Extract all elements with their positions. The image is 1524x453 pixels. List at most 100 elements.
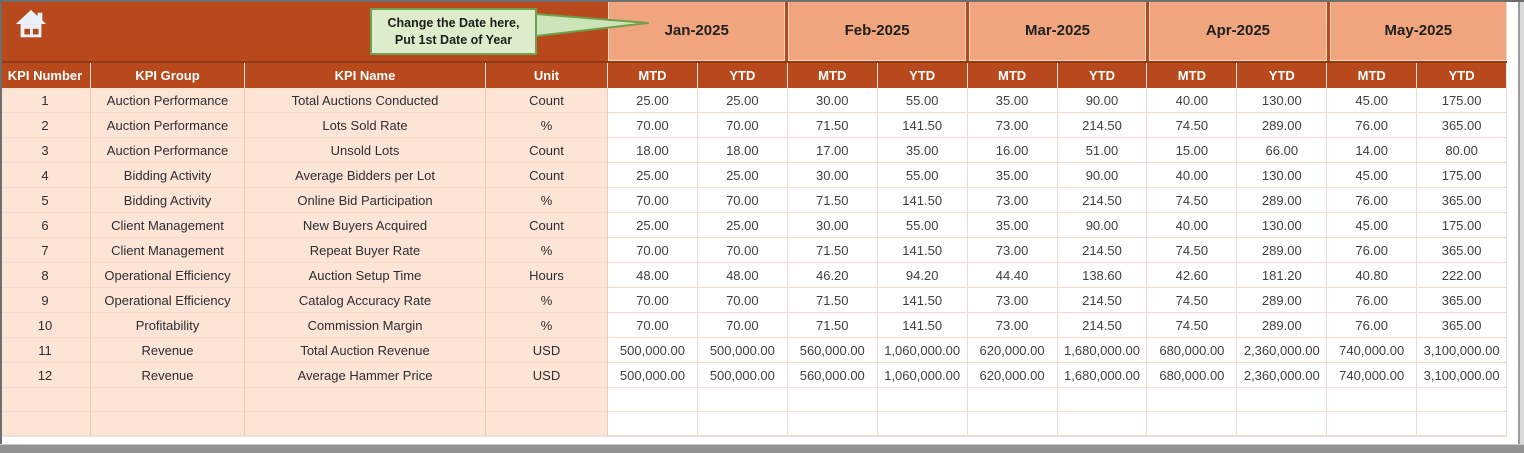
col-header-kpi-name[interactable]: KPI Name [245, 63, 486, 88]
cell-kpi-name[interactable]: Commission Margin [245, 313, 486, 338]
col-header-kpi-number[interactable]: KPI Number [0, 63, 91, 88]
cell-value[interactable]: 1,680,000.00 [1057, 363, 1148, 388]
cell-value[interactable]: 76.00 [1327, 288, 1418, 313]
cell-value[interactable]: 74.50 [1147, 288, 1238, 313]
cell-value[interactable]: 175.00 [1417, 88, 1508, 113]
cell-kpi-group[interactable]: Auction Performance [91, 138, 245, 163]
cell-value[interactable]: 2,360,000.00 [1237, 338, 1328, 363]
cell-unit[interactable]: Count [486, 213, 608, 238]
empty-value-cell[interactable] [1057, 412, 1148, 436]
subheader-ytd-feb-2025[interactable]: YTD [878, 63, 968, 88]
cell-value[interactable]: 130.00 [1237, 163, 1328, 188]
cell-value[interactable]: 94.20 [877, 263, 968, 288]
cell-unit[interactable]: % [486, 288, 608, 313]
cell-value[interactable]: 44.40 [967, 263, 1058, 288]
cell-kpi-group[interactable]: Revenue [91, 363, 245, 388]
cell-kpi-group[interactable]: Auction Performance [91, 88, 245, 113]
cell-value[interactable]: 76.00 [1327, 113, 1418, 138]
empty-value-cell[interactable] [697, 388, 788, 412]
cell-value[interactable]: 680,000.00 [1147, 338, 1238, 363]
cell-value[interactable]: 365.00 [1417, 313, 1508, 338]
cell-value[interactable]: 35.00 [967, 213, 1058, 238]
cell-value[interactable]: 55.00 [877, 213, 968, 238]
cell-value[interactable]: 3,100,000.00 [1417, 338, 1508, 363]
subheader-ytd-may-2025[interactable]: YTD [1417, 63, 1508, 88]
cell-value[interactable]: 45.00 [1327, 163, 1418, 188]
cell-value[interactable]: 365.00 [1417, 238, 1508, 263]
cell-kpi-name[interactable]: Average Bidders per Lot [245, 163, 486, 188]
cell-value[interactable]: 45.00 [1327, 213, 1418, 238]
empty-value-cell[interactable] [877, 388, 968, 412]
cell-value[interactable]: 18.00 [608, 138, 698, 163]
cell-value[interactable]: 500,000.00 [608, 363, 698, 388]
cell-value[interactable]: 25.00 [697, 163, 788, 188]
cell-kpi-number[interactable]: 5 [0, 188, 91, 213]
cell-unit[interactable]: % [486, 238, 608, 263]
cell-value[interactable]: 40.00 [1147, 213, 1238, 238]
cell-kpi-number[interactable]: 2 [0, 113, 91, 138]
cell-value[interactable]: 138.60 [1057, 263, 1148, 288]
empty-value-cell[interactable] [967, 412, 1058, 436]
cell-kpi-group[interactable]: Client Management [91, 238, 245, 263]
month-header-jan-2025[interactable]: Jan-2025 [608, 0, 786, 61]
month-header-apr-2025[interactable]: Apr-2025 [1149, 0, 1327, 61]
cell-unit[interactable]: Count [486, 163, 608, 188]
subheader-mtd-mar-2025[interactable]: MTD [968, 63, 1058, 88]
cell-value[interactable]: 1,680,000.00 [1057, 338, 1148, 363]
cell-kpi-number[interactable]: 7 [0, 238, 91, 263]
cell-kpi-number[interactable]: 9 [0, 288, 91, 313]
cell-value[interactable]: 73.00 [967, 188, 1058, 213]
cell-value[interactable]: 51.00 [1057, 138, 1148, 163]
cell-value[interactable]: 141.50 [877, 238, 968, 263]
cell-value[interactable]: 55.00 [877, 163, 968, 188]
cell-value[interactable]: 73.00 [967, 313, 1058, 338]
cell-kpi-name[interactable]: Total Auction Revenue [245, 338, 486, 363]
empty-value-cell[interactable] [1147, 412, 1238, 436]
cell-kpi-name[interactable]: Auction Setup Time [245, 263, 486, 288]
cell-value[interactable]: 90.00 [1057, 88, 1148, 113]
cell-kpi-group[interactable]: Operational Efficiency [91, 288, 245, 313]
subheader-mtd-may-2025[interactable]: MTD [1327, 63, 1418, 88]
empty-value-cell[interactable] [1237, 412, 1328, 436]
horizontal-scrollbar[interactable] [0, 444, 1524, 453]
cell-value[interactable]: 73.00 [967, 113, 1058, 138]
cell-value[interactable]: 214.50 [1057, 238, 1148, 263]
cell-value[interactable]: 48.00 [697, 263, 788, 288]
cell-kpi-name[interactable]: Lots Sold Rate [245, 113, 486, 138]
cell-value[interactable]: 18.00 [697, 138, 788, 163]
cell-value[interactable]: 289.00 [1237, 288, 1328, 313]
cell-kpi-name[interactable]: Repeat Buyer Rate [245, 238, 486, 263]
cell-value[interactable]: 70.00 [608, 113, 698, 138]
empty-value-cell[interactable] [1327, 412, 1418, 436]
cell-value[interactable]: 76.00 [1327, 313, 1418, 338]
cell-value[interactable]: 70.00 [608, 238, 698, 263]
cell-value[interactable]: 130.00 [1237, 213, 1328, 238]
cell-value[interactable]: 214.50 [1057, 188, 1148, 213]
cell-value[interactable]: 70.00 [697, 113, 788, 138]
cell-kpi-group[interactable]: Bidding Activity [91, 188, 245, 213]
cell-value[interactable]: 70.00 [697, 238, 788, 263]
cell-value[interactable]: 500,000.00 [697, 338, 788, 363]
cell-value[interactable]: 55.00 [877, 88, 968, 113]
cell-value[interactable]: 289.00 [1237, 113, 1328, 138]
cell-unit[interactable]: % [486, 113, 608, 138]
cell-value[interactable]: 130.00 [1237, 88, 1328, 113]
cell-value[interactable]: 40.00 [1147, 88, 1238, 113]
cell-value[interactable]: 70.00 [608, 313, 698, 338]
cell-value[interactable]: 25.00 [697, 88, 788, 113]
cell-value[interactable]: 71.50 [787, 313, 878, 338]
cell-value[interactable]: 30.00 [787, 163, 878, 188]
cell-kpi-number[interactable]: 12 [0, 363, 91, 388]
cell-value[interactable]: 70.00 [608, 188, 698, 213]
empty-value-cell[interactable] [1327, 388, 1418, 412]
cell-value[interactable]: 500,000.00 [697, 363, 788, 388]
cell-value[interactable]: 560,000.00 [787, 338, 878, 363]
cell-value[interactable]: 365.00 [1417, 188, 1508, 213]
cell-value[interactable]: 45.00 [1327, 88, 1418, 113]
month-header-feb-2025[interactable]: Feb-2025 [788, 0, 966, 61]
cell-value[interactable]: 740,000.00 [1327, 338, 1418, 363]
cell-value[interactable]: 17.00 [787, 138, 878, 163]
cell-value[interactable]: 214.50 [1057, 288, 1148, 313]
cell-value[interactable]: 141.50 [877, 313, 968, 338]
cell-value[interactable]: 680,000.00 [1147, 363, 1238, 388]
